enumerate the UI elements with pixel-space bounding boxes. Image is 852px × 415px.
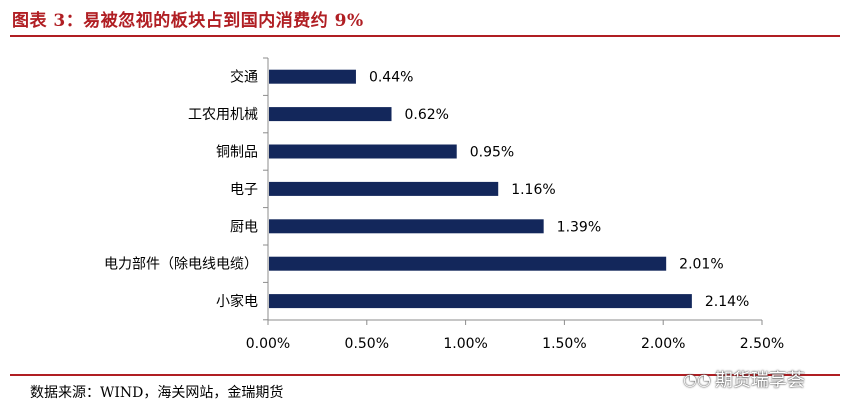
x-tick-label: 2.50% [740,336,784,352]
bar [269,181,499,196]
bar [269,144,457,159]
category-label: 交通 [230,69,258,86]
footer-divider [10,374,840,376]
watermark-text: 期货瑞享荟 [714,370,805,391]
category-label: 电力部件（除电线电缆） [104,257,258,273]
watermark: ◔◔ 期货瑞享荟 [683,366,805,392]
data-label: 2.01% [679,257,723,273]
x-tick-label: 0.00% [246,336,290,352]
category-label: 电子 [230,182,258,198]
data-label: 1.16% [511,182,555,198]
category-label: 厨电 [230,219,258,235]
x-tick-label: 2.00% [641,336,685,352]
bar [269,294,692,309]
bar [269,256,667,271]
bar [269,69,356,84]
category-label: 工农用机械 [188,107,258,123]
data-label: 1.39% [557,219,601,235]
bar [269,219,544,234]
source-note: 数据来源：WIND，海关网站，金瑞期货 [30,385,284,401]
data-label: 0.44% [369,70,413,86]
data-label: 0.62% [405,107,449,123]
x-tick-label: 1.50% [542,336,586,352]
data-label: 2.14% [705,294,749,310]
category-label: 小家电 [216,293,258,310]
figure-title: 图表 3：易被忽视的板块占到国内消费约 9% [12,11,364,31]
wechat-icon: ◔◔ [683,369,711,389]
x-tick-label: 0.50% [345,336,389,352]
bar [269,107,392,122]
x-tick-label: 1.00% [443,336,487,352]
data-label: 0.95% [470,145,514,161]
category-label: 铜制品 [216,145,258,161]
title-divider [10,35,840,37]
